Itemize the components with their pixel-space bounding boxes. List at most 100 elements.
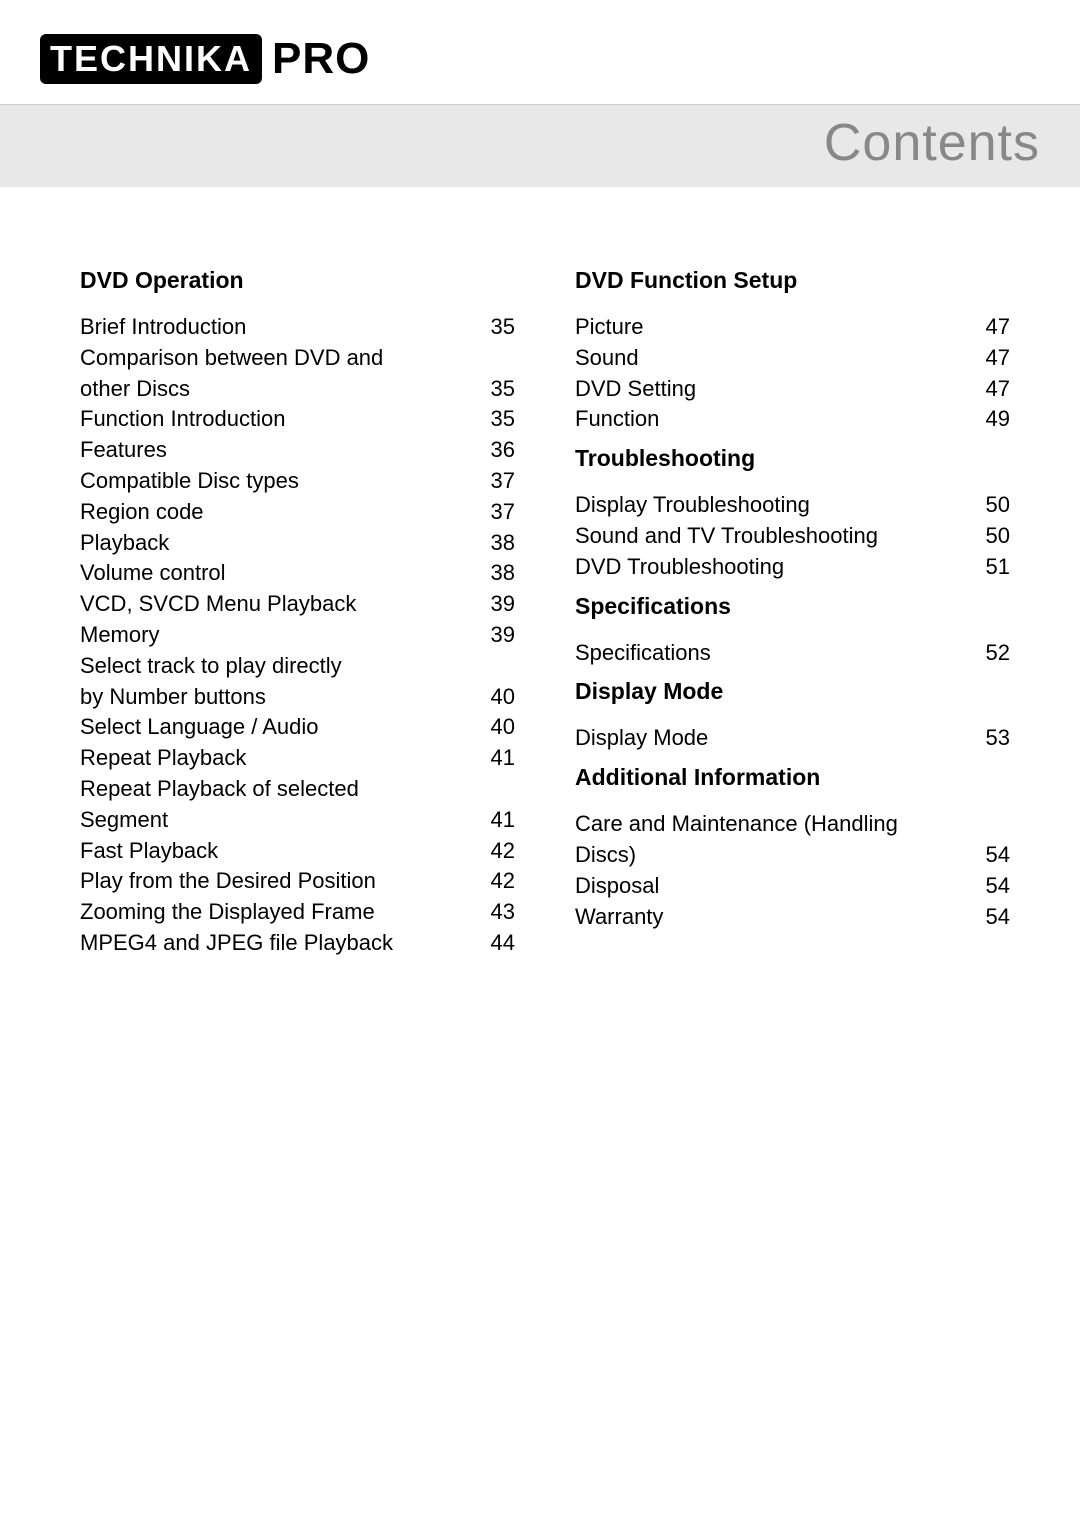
left-column: DVD OperationBrief Introduction35Compari… bbox=[80, 267, 515, 959]
toc-entry: Brief Introduction35 bbox=[80, 312, 515, 343]
brand-suffix: PRO bbox=[272, 34, 370, 84]
toc-page-number: 54 bbox=[970, 902, 1010, 933]
toc-page-number: 41 bbox=[475, 743, 515, 774]
toc-label: Play from the Desired Position bbox=[80, 866, 475, 897]
toc-entry: Region code37 bbox=[80, 497, 515, 528]
toc-label: Care and Maintenance (Handling bbox=[575, 809, 970, 840]
toc-entry: MPEG4 and JPEG file Playback44 bbox=[80, 928, 515, 959]
toc-entry: Select Language / Audio40 bbox=[80, 712, 515, 743]
toc-label: DVD Setting bbox=[575, 374, 970, 405]
toc-entry: VCD, SVCD Menu Playback39 bbox=[80, 589, 515, 620]
toc-page-number: 38 bbox=[475, 558, 515, 589]
toc-page-number: 35 bbox=[475, 312, 515, 343]
toc-label: by Number buttons bbox=[80, 682, 475, 713]
toc-label: VCD, SVCD Menu Playback bbox=[80, 589, 475, 620]
toc-label: Warranty bbox=[575, 902, 970, 933]
toc-label: Comparison between DVD and bbox=[80, 343, 475, 374]
toc-entry: Specifications52 bbox=[575, 638, 1010, 669]
toc-label: Segment bbox=[80, 805, 475, 836]
toc-label: Brief Introduction bbox=[80, 312, 475, 343]
toc-label: Volume control bbox=[80, 558, 475, 589]
toc-entry: Display Troubleshooting50 bbox=[575, 490, 1010, 521]
toc-label: Display Troubleshooting bbox=[575, 490, 970, 521]
toc-entry: Memory39 bbox=[80, 620, 515, 651]
toc-label: Repeat Playback of selected bbox=[80, 774, 475, 805]
toc-label: Specifications bbox=[575, 638, 970, 669]
toc-label: Sound and TV Troubleshooting bbox=[575, 521, 970, 552]
toc-entry: Repeat Playback41 bbox=[80, 743, 515, 774]
toc-page-number: 38 bbox=[475, 528, 515, 559]
toc-label: Select track to play directly bbox=[80, 651, 475, 682]
toc-entry: Function49 bbox=[575, 404, 1010, 435]
toc-page-number: 49 bbox=[970, 404, 1010, 435]
toc-entry: Compatible Disc types37 bbox=[80, 466, 515, 497]
toc-entry: Display Mode53 bbox=[575, 723, 1010, 754]
toc-page-number: 40 bbox=[475, 712, 515, 743]
toc-label: Compatible Disc types bbox=[80, 466, 475, 497]
toc-label: Discs) bbox=[575, 840, 970, 871]
section-heading: Additional Information bbox=[575, 764, 1010, 791]
toc-entry: by Number buttons40 bbox=[80, 682, 515, 713]
toc-entry: DVD Troubleshooting51 bbox=[575, 552, 1010, 583]
toc-entry: Select track to play directly bbox=[80, 651, 515, 682]
toc-label: Playback bbox=[80, 528, 475, 559]
toc-entry: other Discs35 bbox=[80, 374, 515, 405]
toc-label: Disposal bbox=[575, 871, 970, 902]
toc-entry: Volume control38 bbox=[80, 558, 515, 589]
right-column: DVD Function SetupPicture47Sound47DVD Se… bbox=[575, 267, 1010, 959]
toc-entry: Segment41 bbox=[80, 805, 515, 836]
toc-page-number: 37 bbox=[475, 466, 515, 497]
toc-entry: Discs)54 bbox=[575, 840, 1010, 871]
toc-label: Region code bbox=[80, 497, 475, 528]
brand-badge: TECHNIKA bbox=[40, 34, 262, 84]
toc-entry: Picture47 bbox=[575, 312, 1010, 343]
toc-page-number: 36 bbox=[475, 435, 515, 466]
page-title: Contents bbox=[824, 114, 1040, 172]
toc-entry: Care and Maintenance (Handling bbox=[575, 809, 1010, 840]
toc-label: Repeat Playback bbox=[80, 743, 475, 774]
toc-label: MPEG4 and JPEG file Playback bbox=[80, 928, 475, 959]
toc-entry: Playback38 bbox=[80, 528, 515, 559]
toc-label: DVD Troubleshooting bbox=[575, 552, 970, 583]
header: TECHNIKA PRO bbox=[0, 0, 1080, 104]
toc-page-number: 47 bbox=[970, 312, 1010, 343]
toc-label: Sound bbox=[575, 343, 970, 374]
toc-label: Fast Playback bbox=[80, 836, 475, 867]
toc-page-number: 39 bbox=[475, 620, 515, 651]
toc-label: Memory bbox=[80, 620, 475, 651]
brand-badge-text: TECHNIKA bbox=[50, 38, 252, 80]
toc-entry: DVD Setting47 bbox=[575, 374, 1010, 405]
toc-page-number: 42 bbox=[475, 836, 515, 867]
toc-label: Select Language / Audio bbox=[80, 712, 475, 743]
toc-page-number: 41 bbox=[475, 805, 515, 836]
toc-page-number: 47 bbox=[970, 374, 1010, 405]
toc-page-number: 40 bbox=[475, 682, 515, 713]
section-heading: Display Mode bbox=[575, 678, 1010, 705]
toc-entry: Warranty54 bbox=[575, 902, 1010, 933]
toc-page-number: 35 bbox=[475, 374, 515, 405]
toc-entry: Repeat Playback of selected bbox=[80, 774, 515, 805]
toc-label: Features bbox=[80, 435, 475, 466]
toc-page-number: 51 bbox=[970, 552, 1010, 583]
toc-entry: Fast Playback42 bbox=[80, 836, 515, 867]
toc-label: Picture bbox=[575, 312, 970, 343]
title-bar: Contents bbox=[0, 104, 1080, 187]
toc-page-number: 53 bbox=[970, 723, 1010, 754]
toc-label: Function Introduction bbox=[80, 404, 475, 435]
toc-entry: Comparison between DVD and bbox=[80, 343, 515, 374]
toc-page-number: 54 bbox=[970, 840, 1010, 871]
toc-entry: Disposal54 bbox=[575, 871, 1010, 902]
toc-page-number: 42 bbox=[475, 866, 515, 897]
toc-page-number: 37 bbox=[475, 497, 515, 528]
toc-page-number: 47 bbox=[970, 343, 1010, 374]
content-area: DVD OperationBrief Introduction35Compari… bbox=[0, 187, 1080, 959]
toc-page-number: 54 bbox=[970, 871, 1010, 902]
toc-label: Zooming the Displayed Frame bbox=[80, 897, 475, 928]
toc-page-number: 52 bbox=[970, 638, 1010, 669]
toc-entry: Sound and TV Troubleshooting50 bbox=[575, 521, 1010, 552]
section-heading: DVD Function Setup bbox=[575, 267, 1010, 294]
toc-page-number: 50 bbox=[970, 490, 1010, 521]
section-heading: Troubleshooting bbox=[575, 445, 1010, 472]
toc-entry: Function Introduction35 bbox=[80, 404, 515, 435]
toc-label: Function bbox=[575, 404, 970, 435]
